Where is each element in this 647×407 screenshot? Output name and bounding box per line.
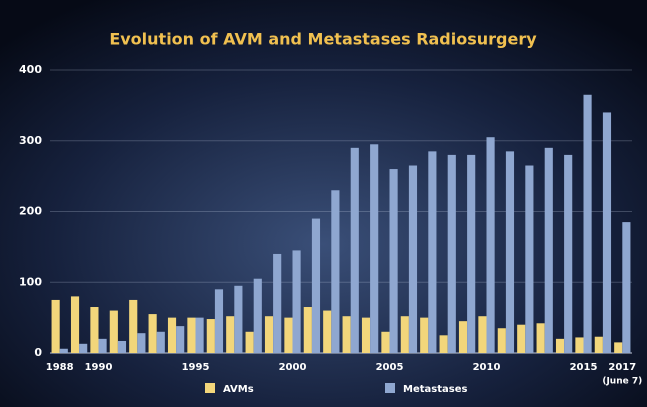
- bar: [486, 137, 495, 353]
- bar: [408, 165, 418, 353]
- bar: [428, 151, 437, 353]
- bar: [137, 333, 146, 353]
- bar: [583, 94, 592, 353]
- bar: [70, 296, 80, 353]
- bar: [226, 316, 235, 353]
- y-tick-label: 200: [19, 205, 42, 218]
- bar: [90, 307, 99, 353]
- bar: [148, 314, 157, 353]
- bar: [536, 323, 545, 353]
- legend-label: AVMs: [223, 384, 254, 395]
- bar: [214, 289, 224, 353]
- bar: [59, 348, 68, 353]
- bar: [323, 310, 332, 353]
- bar: [245, 331, 254, 353]
- x-tick-label: 2017: [608, 362, 636, 373]
- y-tick-label: 100: [19, 275, 42, 288]
- bar: [109, 310, 118, 353]
- bar: [622, 222, 631, 353]
- x-tick-label: 1990: [85, 362, 113, 373]
- x-tick-label: 2015: [570, 362, 598, 373]
- bar: [264, 316, 274, 353]
- bar: [381, 331, 390, 353]
- bar: [564, 154, 573, 353]
- bar: [98, 338, 107, 353]
- bar: [292, 250, 301, 353]
- legend-swatch: [205, 383, 215, 393]
- chart-title: Evolution of AVM and Metastases Radiosur…: [109, 30, 537, 49]
- bar: [447, 154, 456, 353]
- bar: [187, 317, 196, 353]
- bar: [195, 317, 204, 353]
- bar: [361, 317, 371, 353]
- bar: [331, 190, 340, 353]
- bar: [555, 338, 565, 353]
- bar: [51, 299, 60, 353]
- bar: [206, 319, 215, 353]
- bar: [439, 335, 448, 353]
- x-tick-label: 2000: [279, 362, 307, 373]
- bar: [478, 316, 487, 353]
- bar: [370, 144, 379, 353]
- x-tick-label: 1988: [46, 362, 74, 373]
- bar: [420, 317, 429, 353]
- y-tick-label: 400: [19, 63, 42, 76]
- bar: [602, 112, 612, 353]
- bar: [284, 317, 293, 353]
- bar: [311, 218, 321, 353]
- bar: [505, 151, 515, 353]
- bar: [614, 342, 623, 353]
- bar: [342, 316, 351, 353]
- bar: [575, 337, 584, 353]
- bar: [117, 340, 127, 353]
- bar: [400, 316, 409, 353]
- bar: [129, 299, 138, 353]
- bar: [234, 285, 243, 353]
- bar: [467, 154, 476, 353]
- bar: [517, 324, 526, 353]
- bar: [350, 147, 359, 353]
- x-tick-label: 2010: [473, 362, 501, 373]
- annotation: (June 7): [602, 377, 642, 387]
- bar: [525, 165, 534, 353]
- legend-label: Metastases: [403, 384, 467, 395]
- x-tick-label: 2005: [376, 362, 404, 373]
- bar: [167, 317, 177, 353]
- bar: [273, 253, 282, 353]
- bar: [594, 336, 603, 353]
- bar: [176, 326, 185, 353]
- x-tick-label: 1995: [182, 362, 210, 373]
- bar: [544, 147, 553, 353]
- y-tick-label: 0: [34, 346, 42, 359]
- legend-swatch: [385, 383, 395, 393]
- y-tick-label: 300: [19, 134, 42, 147]
- bar: [303, 307, 312, 353]
- bar: [156, 331, 165, 353]
- bar: [389, 169, 398, 353]
- bar: [497, 328, 506, 353]
- bar: [253, 278, 262, 353]
- bar: [79, 343, 88, 353]
- bar: [458, 321, 468, 353]
